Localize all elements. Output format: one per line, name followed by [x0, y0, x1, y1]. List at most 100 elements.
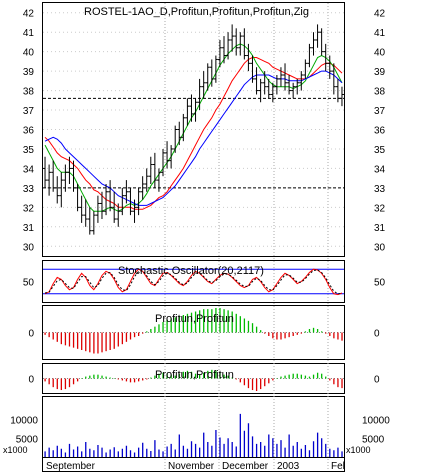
- volume-bar-55: [268, 434, 270, 457]
- volume-bar-47: [235, 446, 237, 457]
- oscillator2-bar-1: [48, 378, 50, 385]
- volume-bar-43: [219, 437, 221, 457]
- oscillator1-bar-9: [81, 332, 83, 350]
- oscillator1-bar-66: [312, 327, 315, 333]
- oscillator2-bar-41: [211, 369, 213, 379]
- oscillator1-bar-59: [284, 332, 286, 339]
- price-tick-left-31: 31: [23, 223, 35, 234]
- volume-bar-12: [93, 450, 95, 457]
- volume-bar-30: [166, 446, 168, 457]
- volume-bar-72: [337, 447, 339, 457]
- oscillator1-bar-17: [113, 332, 115, 349]
- volume-bar-21: [129, 450, 132, 457]
- oscillator2-bar-6: [68, 378, 71, 388]
- oscillator2-bar-61: [292, 373, 294, 379]
- oscillator2-bar-59: [284, 375, 286, 379]
- oscillator2-bar-20: [125, 378, 128, 382]
- volume-bar-41: [211, 445, 213, 457]
- volume-bar-44: [223, 443, 225, 457]
- oscillator1-bar-7: [72, 332, 75, 348]
- volume-bar-59: [284, 447, 286, 457]
- oscillator2-bar-11: [89, 375, 91, 379]
- oscillator2-bar-66: [312, 374, 315, 379]
- oscillator2-bar-15: [105, 376, 107, 379]
- price-tick-left-34: 34: [23, 164, 35, 175]
- oscillator1-bar-47: [235, 313, 237, 333]
- price-tick-left-38: 38: [23, 87, 35, 98]
- volume-bar-60: [288, 434, 290, 457]
- volume-bar-1: [48, 447, 50, 457]
- oscillator1-bar-8: [76, 332, 79, 349]
- volume-bar-18: [117, 451, 119, 457]
- volume-bar-34: [182, 445, 185, 457]
- volume-bar-62: [296, 442, 298, 457]
- price-tick-right-34: 34: [374, 164, 386, 175]
- price-tick-right-39: 39: [374, 67, 386, 78]
- volume-tick-right-10000: 10000: [362, 416, 390, 427]
- oscillator1-bar-48: [239, 316, 241, 333]
- oscillator2-bar-0: [44, 378, 46, 382]
- oscillator2-bar-44: [223, 374, 225, 379]
- oscillator1-bar-27: [154, 326, 156, 333]
- volume-bar-20: [125, 445, 128, 457]
- oscillator1-bar-44: [223, 309, 225, 333]
- volume-bar-52: [255, 443, 258, 457]
- oscillator2-bar-56: [272, 378, 274, 381]
- oscillator2-bar-26: [150, 377, 152, 379]
- oscillator2-bar-18: [117, 378, 119, 380]
- oscillator1-bar-28: [158, 324, 160, 333]
- oscillator1-bar-22: [133, 332, 136, 338]
- volume-tick-left-5000: 5000: [16, 434, 39, 445]
- oscillator2-bar-9: [81, 378, 83, 379]
- oscillator2-bar-2: [52, 378, 54, 388]
- volume-unit-label-right: x1000: [346, 445, 371, 455]
- oscillator1-bar-36: [190, 312, 193, 333]
- price-tick-left-30: 30: [23, 242, 35, 253]
- price-tick-left-35: 35: [23, 145, 35, 156]
- oscillator2-bar-31: [170, 374, 172, 379]
- oscillator2-bar-63: [300, 374, 302, 379]
- volume-bar-25: [146, 448, 148, 457]
- oscillator2-bar-16: [109, 377, 111, 379]
- stochastic-line-1: [44, 269, 343, 295]
- oscillator2-bar-67: [316, 372, 319, 379]
- oscillator1-bar-24: [142, 332, 144, 334]
- oscillator2-tick-left-0: 0: [28, 375, 34, 386]
- x-label-september: September: [46, 461, 96, 472]
- oscillator2-title: Profitun,Profitun: [155, 369, 234, 381]
- volume-bar-49: [243, 430, 246, 457]
- oscillator2-bar-14: [101, 375, 103, 379]
- oscillator1-bar-64: [304, 331, 307, 333]
- oscillator1-bar-61: [292, 332, 294, 336]
- oscillator2-bar-10: [85, 376, 87, 379]
- oscillator2-bar-49: [243, 378, 246, 386]
- volume-bar-9: [81, 451, 83, 457]
- oscillator2-bar-64: [304, 375, 307, 379]
- oscillator2-bar-8: [76, 378, 79, 382]
- oscillator2-bar-45: [227, 375, 229, 379]
- x-label-fel: Fel: [331, 461, 345, 472]
- price-tick-right-36: 36: [374, 126, 386, 137]
- oscillator2-bar-55: [268, 378, 270, 384]
- volume-bar-68: [321, 438, 323, 457]
- oscillator1-bar-11: [89, 332, 91, 353]
- oscillator1-bar-72: [337, 332, 339, 340]
- oscillator1-bar-42: [215, 308, 217, 333]
- oscillator1-bar-45: [227, 310, 229, 333]
- volume-bar-70: [329, 448, 331, 457]
- oscillator2-bar-33: [178, 373, 180, 379]
- oscillator2-bar-47: [235, 378, 237, 380]
- oscillator1-tick-left-0: 0: [28, 329, 34, 340]
- volume-bar-36: [190, 441, 193, 457]
- oscillator1-bar-10: [85, 332, 87, 352]
- oscillator2-bar-69: [325, 376, 327, 379]
- oscillator2-tick-right-0: 0: [374, 375, 380, 386]
- oscillator1-bar-35: [186, 313, 189, 333]
- price-tick-left-32: 32: [23, 203, 35, 214]
- oscillator1-bar-49: [243, 318, 246, 333]
- oscillator2-bar-52: [255, 378, 258, 391]
- volume-bar-23: [137, 447, 140, 457]
- oscillator1-title: Profitun,Profitun: [155, 313, 234, 325]
- volume-bar-3: [56, 445, 58, 457]
- oscillator1-bar-67: [316, 329, 319, 333]
